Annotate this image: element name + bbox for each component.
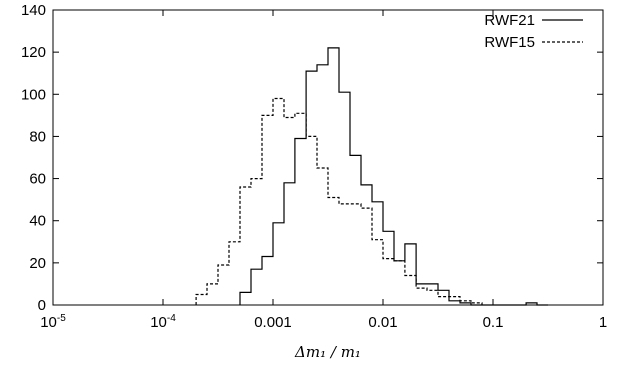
series-layer: [195, 47, 548, 306]
y-axis: 0 20 40 60 80 100 120 140: [21, 2, 603, 314]
x-tick-label: 0.001: [254, 314, 292, 331]
x-tick-label: 10-4: [150, 313, 176, 331]
y-tick-label: 100: [21, 86, 46, 103]
series-rwf15-line: [195, 97, 483, 305]
y-tick-label: 0: [38, 297, 46, 314]
x-tick-label: 0.1: [483, 314, 504, 331]
y-tick-label: 20: [29, 255, 46, 272]
y-tick-label: 120: [21, 44, 46, 61]
y-tick-label: 80: [29, 128, 46, 145]
legend: RWF21 RWF15: [484, 12, 583, 51]
x-axis: 10-5 10-4 0.001 0.01 0.1 1: [40, 10, 607, 331]
x-tick-label: 0.01: [368, 314, 397, 331]
legend-label-rwf21: RWF21: [484, 12, 535, 29]
plot-frame: [52, 9, 604, 306]
y-tick-label: 140: [21, 2, 46, 19]
series-rwf21-line: [239, 47, 548, 306]
x-axis-title: Δm₁ / m₁: [294, 343, 361, 361]
y-tick-label: 40: [29, 213, 46, 230]
x-tick-label: 10-5: [40, 313, 66, 331]
y-tick-label: 60: [29, 171, 46, 188]
x-tick-label: 1: [599, 314, 607, 331]
legend-label-rwf15: RWF15: [484, 34, 535, 51]
